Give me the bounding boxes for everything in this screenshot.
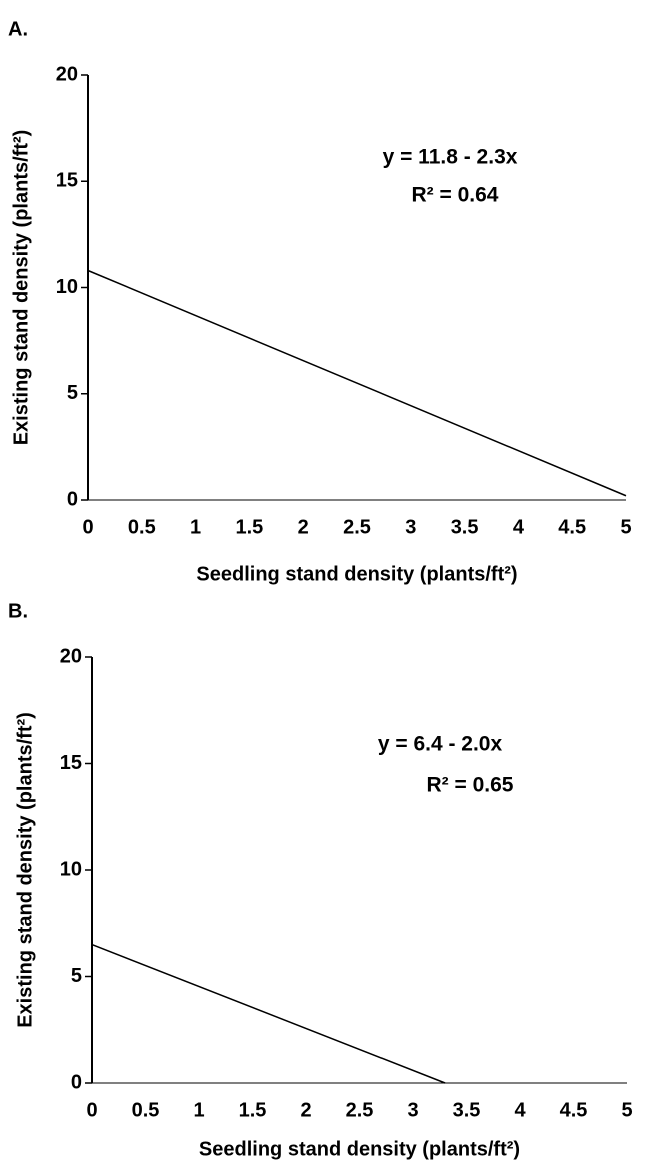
y-axis-label: Existing stand density (plants/ft²) bbox=[14, 712, 36, 1028]
y-tick-label: 20 bbox=[56, 63, 78, 85]
x-tick-label: 4.5 bbox=[558, 516, 586, 538]
x-tick-label: 4.5 bbox=[560, 1099, 588, 1121]
y-tick-label: 15 bbox=[56, 170, 78, 192]
x-tick-label: 5 bbox=[620, 516, 631, 538]
x-tick-label: 3 bbox=[405, 516, 416, 538]
x-tick-label: 1.5 bbox=[239, 1099, 267, 1121]
x-tick-label: 1 bbox=[190, 516, 201, 538]
x-tick-label: 0 bbox=[86, 1099, 97, 1121]
y-tick-label: 5 bbox=[67, 382, 78, 404]
x-tick-label: 2.5 bbox=[343, 516, 371, 538]
y-tick-label: 15 bbox=[60, 752, 82, 774]
x-tick-label: 3.5 bbox=[451, 516, 479, 538]
annotation: R² = 0.64 bbox=[412, 184, 499, 207]
x-tick-label: 2.5 bbox=[346, 1099, 374, 1121]
trend-line bbox=[87, 269, 627, 497]
trend-line bbox=[91, 943, 446, 1084]
y-axis-label: Existing stand density (plants/ft²) bbox=[10, 130, 32, 446]
annotation: y = 11.8 - 2.3x bbox=[383, 146, 518, 169]
x-tick-label: 4 bbox=[514, 1099, 526, 1121]
x-tick-label: 5 bbox=[621, 1099, 632, 1121]
panel-label: A. bbox=[8, 18, 28, 40]
x-tick-label: 2 bbox=[298, 516, 309, 538]
x-tick-label: 0 bbox=[82, 516, 93, 538]
x-tick-label: 2 bbox=[300, 1099, 311, 1121]
x-tick-label: 1 bbox=[193, 1099, 204, 1121]
x-tick-label: 1.5 bbox=[235, 516, 263, 538]
y-tick-label: 0 bbox=[67, 488, 78, 510]
x-tick-label: 0.5 bbox=[128, 516, 156, 538]
x-tick-label: 3.5 bbox=[453, 1099, 481, 1121]
y-tick-label: 10 bbox=[56, 276, 78, 298]
x-tick-label: 4 bbox=[513, 516, 525, 538]
x-tick-label: 3 bbox=[407, 1099, 418, 1121]
panel-label: B. bbox=[8, 600, 28, 622]
y-tick-label: 10 bbox=[60, 858, 82, 880]
x-tick-label: 0.5 bbox=[132, 1099, 160, 1121]
y-tick-label: 20 bbox=[60, 645, 82, 667]
annotation: R² = 0.65 bbox=[427, 774, 514, 797]
x-axis-label: Seedling stand density (plants/ft²) bbox=[196, 563, 517, 585]
y-tick-label: 5 bbox=[71, 965, 82, 987]
y-tick-label: 0 bbox=[71, 1071, 82, 1093]
annotation: y = 6.4 - 2.0x bbox=[378, 733, 503, 756]
x-axis-label: Seedling stand density (plants/ft²) bbox=[199, 1138, 520, 1160]
